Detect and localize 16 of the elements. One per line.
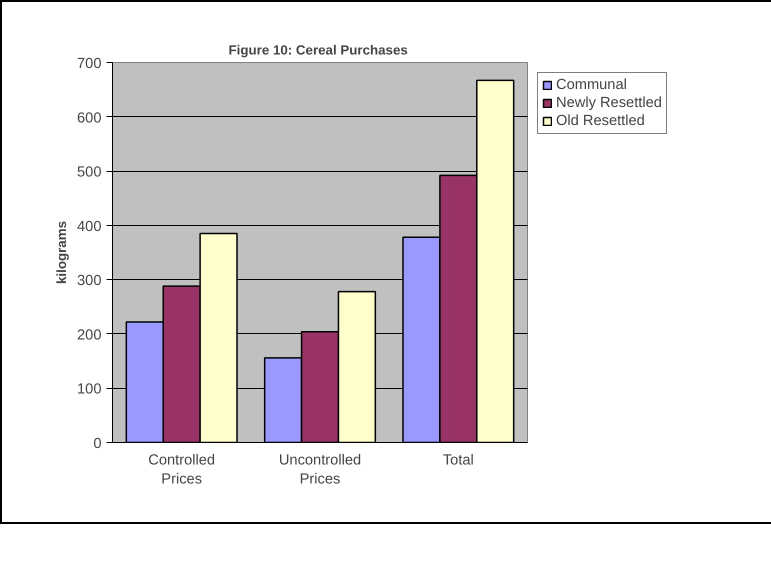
x-tick-label: Total xyxy=(442,452,474,468)
y-tick-label: 200 xyxy=(77,327,102,344)
y-tick-label: 0 xyxy=(93,436,102,452)
y-tick-label: 100 xyxy=(77,382,102,398)
y-axis-title: kilograms xyxy=(54,221,70,284)
y-tick-label: 400 xyxy=(77,218,102,235)
y-tick-label: 500 xyxy=(77,164,102,181)
x-tick-label: Controlled Prices xyxy=(148,452,216,488)
legend-label: Newly Resettled xyxy=(556,95,662,111)
y-tick-label: 700 xyxy=(77,56,102,72)
legend-label: Old Resettled xyxy=(556,113,646,129)
legend-label: Communal xyxy=(556,77,628,93)
y-tick-label: 600 xyxy=(77,110,102,126)
chart-title: Figure 10: Cereal Purchases xyxy=(228,42,408,58)
y-tick-label: 300 xyxy=(77,273,102,290)
x-tick-label: Uncontrolled Prices xyxy=(278,452,362,488)
